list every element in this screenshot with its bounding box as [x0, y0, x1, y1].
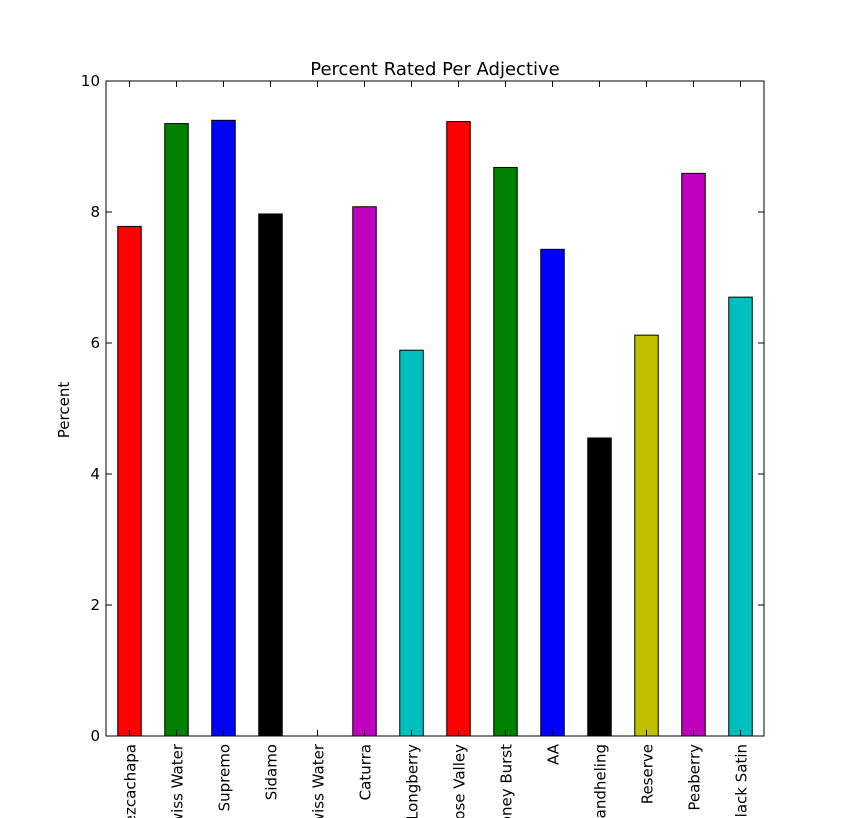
- bar-12: [681, 172, 706, 737]
- y-tick-label-4: 8: [90, 203, 100, 221]
- bar-13: [728, 296, 753, 737]
- y-tick-label-3: 6: [90, 334, 100, 352]
- y-axis-label: Percent: [55, 382, 73, 439]
- x-tick-label-13: Black Satin: [733, 744, 751, 818]
- plot-frame: [105, 80, 765, 737]
- x-tick-label-2: Supremo: [216, 744, 234, 811]
- bar-10: [587, 437, 612, 737]
- bar-8: [493, 166, 518, 737]
- bar-2: [211, 119, 236, 737]
- x-tick-label-7: Rose Valley: [451, 744, 469, 818]
- x-tick-label-8: Honey Burst: [498, 744, 516, 818]
- x-tick-label-12: Peaberry: [686, 744, 704, 811]
- x-tick-label-6: Longberry: [404, 744, 422, 818]
- y-tick-label-2: 4: [90, 465, 100, 483]
- x-tick-label-9: AA: [545, 743, 563, 765]
- bar-7: [446, 121, 471, 737]
- x-tick-label-5: Caturra: [357, 744, 375, 800]
- x-tick-label-10: Mandheling: [592, 744, 610, 818]
- x-tick-label-11: Reserve: [639, 744, 657, 804]
- x-tick-label-0: Pezcachapa: [122, 744, 140, 818]
- bar-5: [352, 206, 377, 737]
- bar-11: [634, 334, 659, 737]
- bar-6: [399, 349, 424, 737]
- x-tick-label-4: Swiss Water: [310, 743, 328, 818]
- x-ticks-group: Pezcachapa Swiss Water Supremo Sidamo Swiss …: [122, 81, 751, 818]
- x-tick-label-1: Swiss Water: [169, 743, 187, 818]
- y-tick-label-1: 2: [90, 596, 100, 614]
- bar-9: [540, 248, 565, 737]
- bars-group: [117, 119, 753, 737]
- bar-1: [164, 123, 189, 737]
- bar-3: [258, 213, 283, 737]
- y-tick-label-5: 10: [81, 72, 100, 90]
- chart-title: Percent Rated Per Adjective: [310, 59, 559, 80]
- y-tick-label-0: 0: [90, 727, 100, 745]
- bar-0: [117, 225, 142, 737]
- x-tick-label-3: Sidamo: [263, 744, 281, 800]
